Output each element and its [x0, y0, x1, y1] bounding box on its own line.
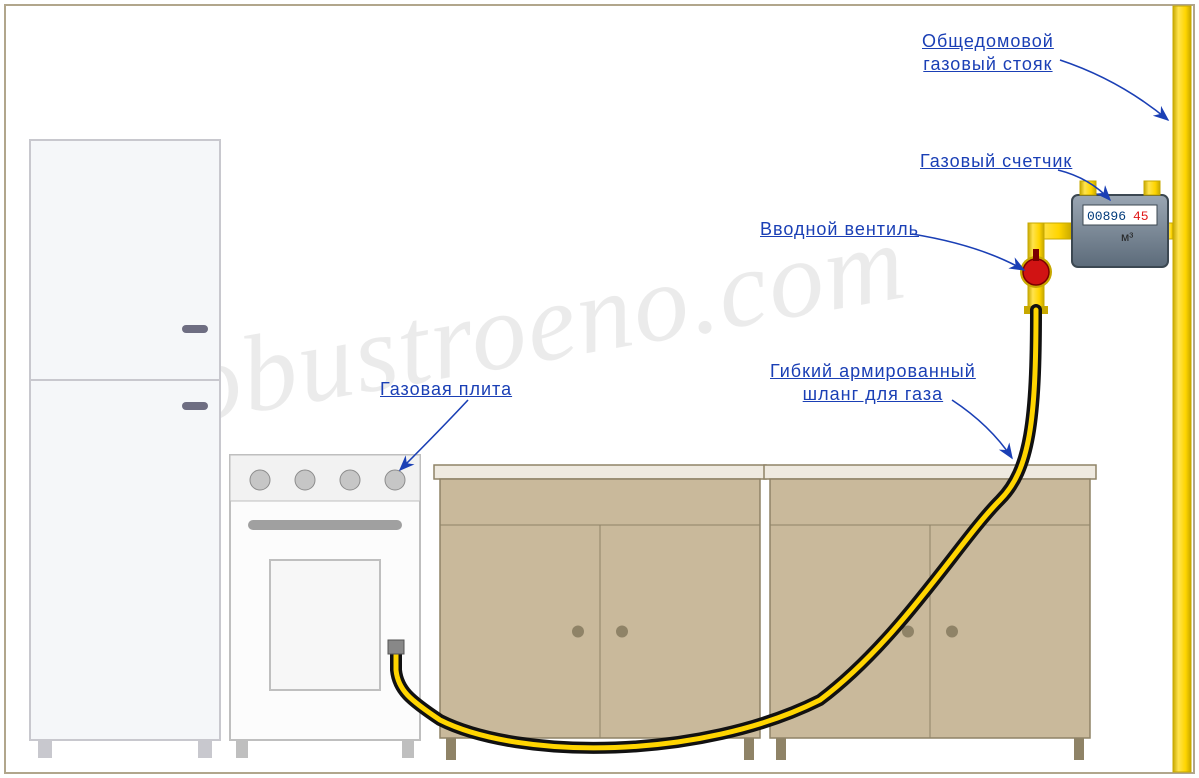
stove-knob — [295, 470, 315, 490]
fridge-handle-upper — [182, 325, 208, 333]
meter-unit: м³ — [1121, 230, 1133, 244]
oven-window — [270, 560, 380, 690]
leader-arrow — [952, 400, 1012, 458]
cabinet-knob — [572, 626, 584, 638]
fridge — [30, 140, 220, 740]
diagram-canvas: 00896 45м³ — [0, 0, 1199, 778]
oven-handle — [248, 520, 402, 530]
leader-arrow — [912, 234, 1024, 270]
stove-knob — [250, 470, 270, 490]
stove-knob — [340, 470, 360, 490]
leader-arrow — [400, 400, 468, 470]
fridge-handle-lower — [182, 402, 208, 410]
meter-reading-main: 00896 — [1087, 209, 1126, 224]
countertop — [434, 465, 766, 479]
inlet-valve — [1023, 259, 1049, 285]
gas-riser-pipe — [1173, 6, 1191, 772]
stove-knob — [385, 470, 405, 490]
cabinet-knob — [946, 626, 958, 638]
meter-reading-frac: 45 — [1133, 209, 1149, 224]
hose-fitting-stove — [388, 640, 404, 654]
valve-handle — [1033, 249, 1039, 261]
countertop — [764, 465, 1096, 479]
leader-arrow — [1060, 60, 1168, 120]
cabinet-knob — [616, 626, 628, 638]
